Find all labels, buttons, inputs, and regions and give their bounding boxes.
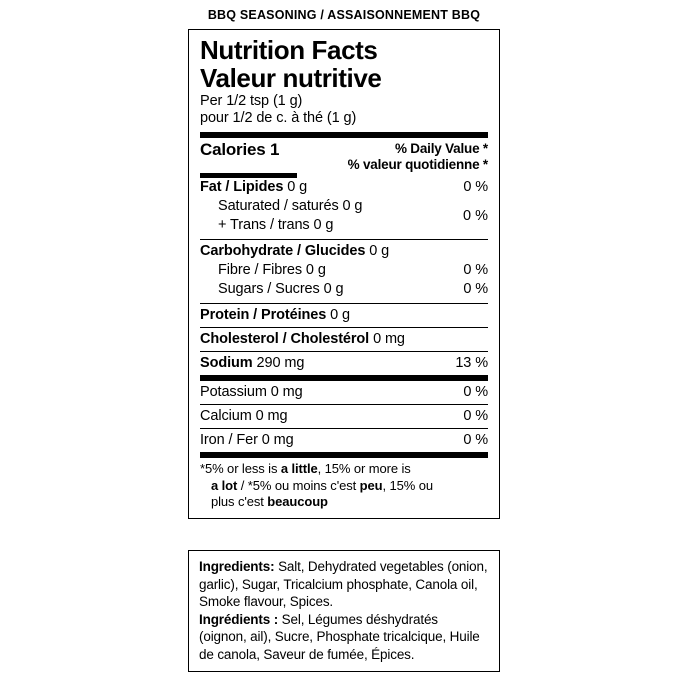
row-calcium: Calcium 0 mg 0 %: [200, 405, 488, 428]
saturated-trans-daily-value: 0 %: [463, 208, 488, 224]
divider-after-fat: [200, 239, 488, 240]
ingredients-fr-label: Ingrédients :: [199, 611, 279, 627]
nutrition-facts-panel: Nutrition Facts Valeur nutritive Per 1/2…: [188, 29, 500, 519]
footnote-l2-c: peu: [359, 477, 383, 493]
footnote-l3-a: plus c'est: [211, 494, 268, 509]
saturated-label: Saturated / saturés 0 g: [218, 198, 363, 214]
ingredients-en-label: Ingredients:: [199, 559, 275, 574]
row-potassium: Potassium 0 mg 0 %: [200, 381, 488, 404]
footnote-l1-c: , 15% or more is: [317, 461, 411, 476]
footnote-l1-a: *5% or less is: [200, 461, 281, 476]
fat-amount: 0 g: [287, 179, 308, 195]
divider-thick-after-sodium: [200, 375, 488, 381]
divider-after-potassium: [200, 404, 488, 405]
row-trans: + Trans / trans 0 g: [200, 216, 463, 235]
sodium-amount: 290 mg: [256, 355, 305, 371]
protein-amount: 0 g: [330, 307, 351, 323]
footnote-l3-b: beaucoup: [267, 494, 328, 509]
trans-label: + Trans / trans 0 g: [218, 217, 334, 233]
daily-value-header-en: % Daily Value *: [394, 141, 488, 156]
ingredients-box: Ingredients: Salt, Dehydrated vegetables…: [188, 550, 500, 672]
daily-value-header-fr: % valeur quotidienne *: [347, 156, 489, 172]
footnote-line-1: *5% or less is a little, 15% or more is: [200, 461, 488, 478]
footnote-l2-b: / *5% ou moins c'est: [237, 477, 360, 493]
calcium-label: Calcium 0 mg: [200, 408, 288, 424]
cholesterol-amount: 0 mg: [373, 331, 405, 347]
row-fat: Fat / Lipides 0 g 0 %: [200, 178, 488, 197]
footnote-line-2: a lot / *5% ou moins c'est peu, 15% ou: [200, 478, 488, 495]
divider-after-protein: [200, 327, 488, 328]
ingredients-fr: Ingrédients : Sel, Légumes déshydratés (…: [199, 611, 489, 664]
calories-underline-bar: [200, 173, 297, 178]
row-sugars: Sugars / Sucres 0 g 0 %: [200, 280, 488, 299]
ingredients-fr-text: Sel, Légumes déshydratés (oignon, ail), …: [199, 611, 480, 662]
ingredients-en: Ingredients: Salt, Dehydrated vegetables…: [199, 558, 489, 611]
carbohydrate-label: Carbohydrate / Glucides: [200, 243, 366, 259]
row-cholesterol: Cholesterol / Cholestérol 0 mg: [200, 328, 488, 351]
row-iron: Iron / Fer 0 mg 0 %: [200, 429, 488, 452]
sugars-label: Sugars / Sucres 0 g: [218, 281, 344, 297]
sodium-label: Sodium: [200, 355, 253, 371]
calcium-daily-value: 0 %: [463, 408, 488, 424]
calories-label: Calories 1: [200, 140, 280, 159]
footnote-l2-a: a lot: [211, 477, 238, 493]
fat-label: Fat / Lipides: [200, 179, 284, 195]
potassium-label: Potassium 0 mg: [200, 384, 303, 400]
fibre-daily-value: 0 %: [463, 262, 488, 278]
serving-size-fr: pour 1/2 de c. à thé (1 g): [200, 110, 357, 126]
divider-after-carbohydrate: [200, 303, 488, 304]
nutrition-facts-title-en: Nutrition Facts: [200, 35, 378, 65]
divider-after-calcium: [200, 428, 488, 429]
footnote-line-3: plus c'est beaucoup: [200, 494, 488, 511]
footnote-l1-b: a little: [280, 461, 318, 476]
carbohydrate-amount: 0 g: [369, 243, 390, 259]
nutrition-facts-title-fr: Valeur nutritive: [200, 63, 382, 93]
divider-thick-top: [200, 132, 488, 138]
sugars-daily-value: 0 %: [463, 281, 488, 297]
potassium-daily-value: 0 %: [463, 384, 488, 400]
footnote-l2-d: , 15% ou: [382, 477, 433, 493]
row-sodium: Sodium 290 mg 13 %: [200, 352, 488, 375]
row-saturated: Saturated / saturés 0 g: [200, 197, 463, 216]
divider-after-cholesterol: [200, 351, 488, 352]
daily-value-footnote: *5% or less is a little, 15% or more is …: [200, 458, 488, 511]
nutrition-label: BBQ SEASONING / ASSAISONNEMENT BBQ Nutri…: [188, 0, 500, 519]
sodium-daily-value: 13 %: [455, 355, 488, 371]
product-name-header: BBQ SEASONING / ASSAISONNEMENT BBQ: [207, 8, 481, 22]
protein-label: Protein / Protéines: [200, 307, 327, 323]
row-fibre: Fibre / Fibres 0 g 0 %: [200, 261, 488, 280]
serving-size-en: Per 1/2 tsp (1 g): [200, 93, 303, 109]
daily-value-header: % Daily Value * % valeur quotidienne *: [347, 140, 489, 172]
divider-thick-before-footnote: [200, 452, 488, 458]
row-saturated-trans-group: Saturated / saturés 0 g + Trans / trans …: [200, 197, 488, 235]
calories-row: Calories 1 % Daily Value * % valeur quot…: [200, 138, 488, 172]
iron-label: Iron / Fer 0 mg: [200, 432, 294, 448]
fat-daily-value: 0 %: [463, 179, 488, 195]
row-protein: Protein / Protéines 0 g: [200, 304, 488, 327]
fibre-label: Fibre / Fibres 0 g: [218, 262, 326, 278]
row-carbohydrate: Carbohydrate / Glucides 0 g: [200, 240, 488, 261]
iron-daily-value: 0 %: [463, 432, 488, 448]
cholesterol-label: Cholesterol / Cholestérol: [200, 331, 370, 347]
ingredients-en-text: Salt, Dehydrated vegetables (onion, garl…: [199, 559, 488, 609]
